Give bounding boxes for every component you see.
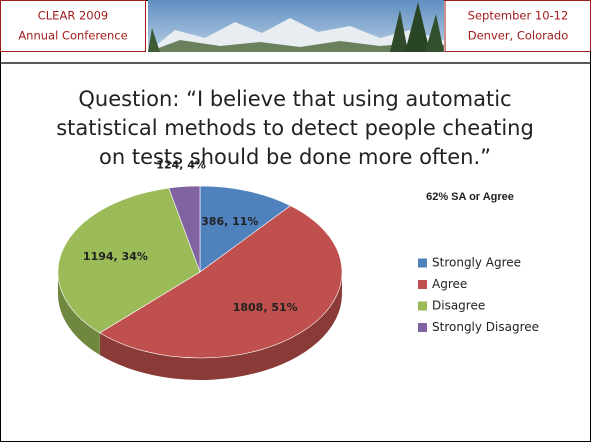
legend-label: Disagree [432,299,485,313]
chart-title: statistical methods to detect people che… [56,116,534,140]
header-image [148,0,444,52]
header-text: Annual Conference [18,29,127,43]
data-label: 124, 4% [156,158,206,171]
page: {"header": {"left": ["CLEAR 2009", "Annu… [0,0,591,442]
legend-label: Strongly Agree [432,256,521,270]
header-text: CLEAR 2009 [38,9,108,23]
legend-swatch [418,280,427,289]
data-label: 1194, 34% [83,250,148,263]
legend-swatch [418,323,427,332]
chart-title: Question: “I believe that using automati… [78,87,511,111]
legend-label: Agree [432,277,467,291]
slide: CLEAR 2009 Annual Conference September 1… [0,0,591,442]
legend-swatch [418,302,427,311]
legend-swatch [418,259,427,268]
annotation: 62% SA or Agree [426,191,514,203]
data-label: 386, 11% [201,215,258,228]
header-text: September 10-12 [468,9,569,23]
data-label: 1808, 51% [233,301,298,314]
header-text: Denver, Colorado [468,29,569,43]
legend-label: Strongly Disagree [432,320,539,334]
